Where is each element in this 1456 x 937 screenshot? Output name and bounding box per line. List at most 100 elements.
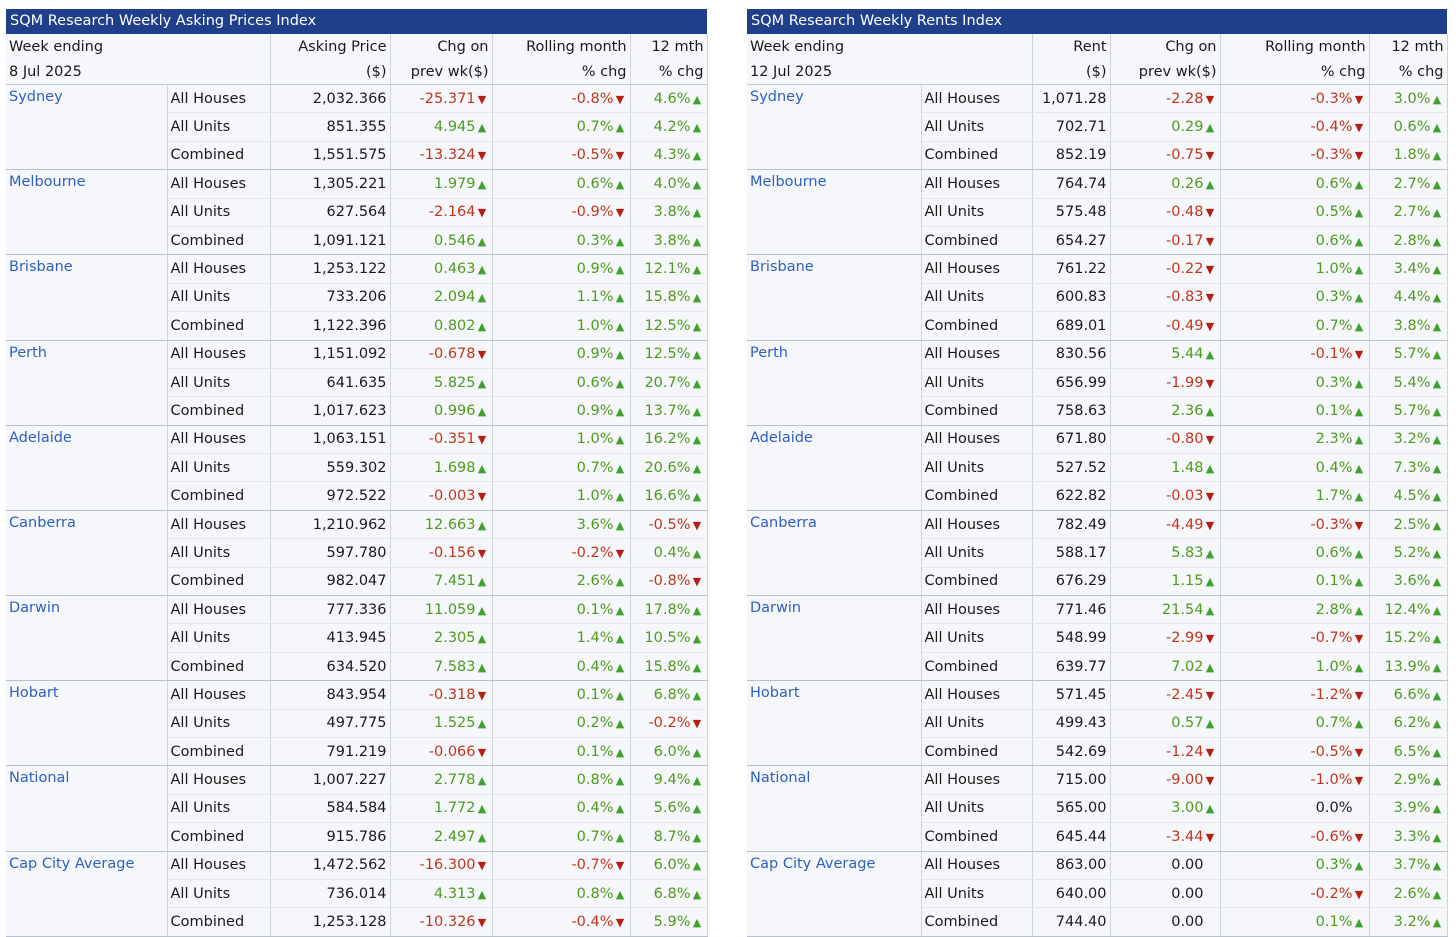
table-row: All Units 527.52 1.48 ▲ 0.4% ▲ 7.3% ▲ [747, 453, 1448, 483]
index-value: 830.56 [1032, 340, 1111, 369]
twelve-month-change-value: 3.8% [653, 204, 691, 221]
triangle-down-icon: ▼ [692, 518, 702, 532]
triangle-up-icon: ▲ [692, 546, 702, 560]
dwelling-type: All Houses [167, 595, 271, 625]
dwelling-type: Combined [167, 652, 271, 682]
weekly-change-value: 2.305 [434, 630, 476, 647]
weekly-change-cell: 1.525 ▲ [390, 709, 493, 738]
rolling-month-change-value: 1.0% [576, 488, 614, 505]
triangle-up-icon: ▲ [615, 433, 625, 447]
rolling-month-change-cell: -0.5% ▼ [492, 141, 631, 171]
rolling-month-change-cell: 0.3% ▲ [1220, 851, 1370, 880]
rolling-month-change-value: 3.6% [576, 516, 614, 533]
table-row: Adelaide All Houses 671.80 -0.80 ▼ 2.3% ▲ 3.2% ▲ [747, 425, 1448, 511]
triangle-down-icon: ▼ [1205, 490, 1215, 504]
weekly-change-value: 7.02 [1171, 658, 1204, 675]
twelve-month-change-value: 12.5% [644, 346, 691, 363]
weekly-change-value: 4.313 [434, 885, 476, 902]
weekly-change-value: -2.45 [1165, 686, 1204, 703]
triangle-up-icon: ▲ [615, 745, 625, 759]
twelve-month-change-cell: 1.8% ▲ [1369, 141, 1448, 171]
rolling-month-change-value: -1.2% [1310, 686, 1353, 703]
rolling-month-change-cell: 0.1% ▲ [1220, 567, 1370, 597]
rolling-month-change-cell: 0.7% ▲ [1220, 709, 1370, 738]
index-value: 671.80 [1032, 425, 1111, 455]
rolling-month-change-cell: 2.8% ▲ [1220, 595, 1370, 625]
table-row: Combined 972.522 -0.003 ▼ 1.0% ▲ 16.6% ▲ [6, 481, 708, 511]
triangle-up-icon: ▲ [1432, 632, 1442, 646]
triangle-up-icon: ▲ [692, 376, 702, 390]
triangle-up-icon: ▲ [1432, 660, 1442, 674]
rolling-month-change-cell: 1.0% ▲ [492, 425, 631, 455]
dwelling-type: All Units [167, 538, 271, 568]
triangle-up-icon: ▲ [692, 234, 702, 248]
twelve-month-change-cell: 4.2% ▲ [630, 112, 708, 142]
asking-prices-table: Week ending Asking Price Chg on Rolling … [6, 34, 708, 937]
city-name: Perth [747, 340, 922, 426]
twelve-month-change-cell: 3.8% ▲ [630, 198, 708, 227]
rolling-month-change-value: 0.0% [1315, 800, 1353, 817]
triangle-up-icon: ▲ [1354, 376, 1364, 390]
rolling-month-change-value: 0.4% [576, 658, 614, 675]
triangle-up-icon: ▲ [692, 461, 702, 475]
table-row: All Units 702.71 0.29 ▲ -0.4% ▼ 0.6% ▲ [747, 112, 1448, 142]
triangle-up-icon: ▲ [615, 632, 625, 646]
weekly-change-cell: 0.802 ▲ [390, 311, 493, 341]
rolling-month-change-cell: -0.4% ▼ [492, 907, 631, 937]
twelve-month-change-cell: 12.1% ▲ [630, 254, 708, 284]
triangle-down-icon: ▼ [477, 745, 487, 759]
triangle-up-icon: ▲ [615, 717, 625, 731]
rolling-month-change-value: 2.8% [1315, 601, 1353, 618]
weekly-change-cell: -0.80 ▼ [1110, 425, 1221, 455]
rolling-month-change-cell: -0.2% ▼ [1220, 879, 1370, 909]
twelve-month-change-cell: 6.8% ▲ [630, 879, 708, 909]
table-row: All Units 499.43 0.57 ▲ 0.7% ▲ 6.2% ▲ [747, 709, 1448, 738]
weekly-change-cell: 12.663 ▲ [390, 510, 493, 540]
triangle-up-icon: ▲ [1354, 177, 1364, 191]
index-value: 639.77 [1032, 652, 1111, 682]
dwelling-type: All Houses [921, 851, 1033, 880]
rolling-month-change-cell: -0.1% ▼ [1220, 340, 1370, 369]
index-value: 527.52 [1032, 453, 1111, 483]
rolling-month-header: Rolling month [492, 34, 631, 59]
triangle-up-icon: ▲ [1354, 404, 1364, 418]
rolling-month-change-value: 0.7% [1315, 317, 1353, 334]
weekly-change-value: 0.29 [1171, 119, 1204, 136]
weekly-change-value: -9.00 [1165, 772, 1204, 789]
index-value: 761.22 [1032, 254, 1111, 284]
table-row: Sydney All Houses 1,071.28 -2.28 ▼ -0.3% ▼ 3.0%… [747, 84, 1448, 171]
triangle-up-icon: ▲ [477, 461, 487, 475]
triangle-up-icon: ▲ [1432, 263, 1442, 277]
twelve-month-change-value: 5.4% [1393, 374, 1431, 391]
rolling-month-change-value: 0.1% [576, 743, 614, 760]
twelve-month-change-value: 4.4% [1393, 289, 1431, 306]
rolling-month-change-cell: 0.6% ▲ [1220, 226, 1370, 256]
triangle-up-icon: ▲ [692, 490, 702, 504]
triangle-up-icon: ▲ [1432, 490, 1442, 504]
triangle-up-icon: ▲ [1205, 177, 1215, 191]
triangle-up-icon: ▲ [692, 319, 702, 333]
triangle-up-icon: ▲ [1354, 859, 1364, 873]
weekly-change-cell: -2.28 ▼ [1110, 84, 1221, 114]
rolling-month-change-cell: -0.6% ▼ [1220, 822, 1370, 852]
triangle-up-icon: ▲ [615, 802, 625, 816]
weekly-change-value: -0.80 [1165, 431, 1204, 448]
triangle-up-icon: ▲ [1354, 717, 1364, 731]
twelve-month-change-cell: 17.8% ▲ [630, 595, 708, 625]
rolling-month-change-cell: 0.0% [1220, 794, 1370, 824]
triangle-down-icon: ▼ [615, 92, 625, 106]
twelve-month-change-cell: 6.6% ▲ [1369, 680, 1448, 710]
twelve-month-change-value: 2.7% [1393, 175, 1431, 192]
weekly-change-cell: -0.156 ▼ [390, 538, 493, 568]
rolling-month-change-cell: 1.0% ▲ [1220, 652, 1370, 682]
table-row: All Units 736.014 4.313 ▲ 0.8% ▲ 6.8% ▲ [6, 879, 708, 909]
table-row: Combined 852.19 -0.75 ▼ -0.3% ▼ 1.8% ▲ [747, 141, 1448, 171]
twelve-month-change-value: 5.9% [653, 914, 691, 931]
index-value: 622.82 [1032, 481, 1111, 511]
twelve-month-change-cell: 4.4% ▲ [1369, 283, 1448, 313]
twelve-month-change-value: 3.0% [1393, 90, 1431, 107]
rolling-month-change-cell: 0.4% ▲ [1220, 453, 1370, 483]
dwelling-type: Combined [921, 141, 1033, 171]
rolling-month-change-value: 1.4% [576, 630, 614, 647]
index-value: 548.99 [1032, 623, 1111, 653]
